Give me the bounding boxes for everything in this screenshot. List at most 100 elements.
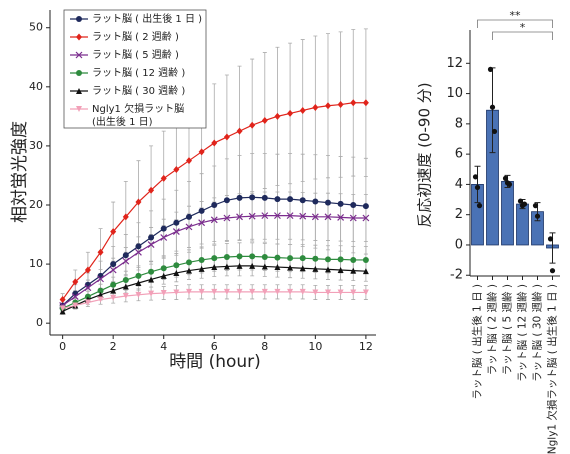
data-point	[362, 268, 369, 275]
data-point	[324, 102, 331, 110]
data-point	[97, 287, 104, 294]
y-tick-label: 10	[29, 257, 43, 270]
data-point	[198, 288, 205, 295]
data-point	[148, 268, 155, 275]
data-point	[350, 289, 357, 296]
data-point	[198, 148, 205, 156]
data-point	[71, 293, 79, 301]
data-point	[274, 112, 281, 120]
data-point	[287, 196, 294, 203]
y-tick-label: 50	[29, 21, 43, 34]
legend-marker	[76, 88, 82, 94]
data-point	[147, 241, 155, 249]
data-point	[521, 201, 528, 207]
data-point	[135, 198, 142, 206]
data-point	[324, 213, 332, 221]
y-tick-label: 10	[446, 86, 463, 101]
data-point	[173, 289, 180, 296]
x-tick-label: 10	[308, 340, 322, 353]
data-point	[287, 109, 294, 117]
data-point	[211, 202, 218, 208]
data-point	[122, 283, 129, 290]
data-point	[261, 194, 268, 201]
x-tick-label: 12	[359, 340, 373, 353]
x-tick-label: ラット脳 ( 2 週齢 )	[486, 284, 499, 375]
data-point	[350, 99, 357, 107]
y-tick-label: -2	[450, 268, 463, 283]
data-point	[474, 184, 481, 191]
data-point	[97, 296, 104, 303]
data-point	[532, 203, 539, 209]
data-point	[299, 255, 306, 262]
data-point	[97, 248, 104, 256]
data-point	[324, 266, 331, 273]
data-point	[506, 181, 513, 188]
data-point	[287, 255, 294, 262]
y-tick-label: 12	[446, 56, 463, 71]
bar	[516, 203, 529, 246]
data-point	[274, 264, 281, 271]
data-point	[173, 166, 180, 174]
y-tick-label: 6	[455, 147, 463, 162]
data-point	[148, 290, 155, 297]
data-point	[172, 228, 180, 236]
data-point	[84, 284, 92, 292]
data-point	[337, 200, 344, 207]
data-point	[350, 267, 357, 274]
data-point	[97, 291, 104, 298]
data-point	[287, 264, 294, 271]
data-point	[350, 202, 357, 208]
data-point	[337, 101, 344, 109]
data-point	[211, 255, 218, 262]
legend-label: ラット脳 ( 出生後 1 日 )	[92, 12, 202, 25]
data-point	[312, 104, 319, 111]
data-point	[249, 194, 256, 201]
legend-label: Ngly1 欠損ラット脳(出生後 1 日)	[92, 102, 184, 128]
data-point	[110, 294, 117, 301]
data-point	[185, 213, 192, 220]
data-point	[517, 198, 524, 204]
data-point	[362, 256, 369, 263]
legend-marker	[76, 16, 82, 22]
y-tick-label: 8	[455, 116, 463, 131]
data-point	[173, 219, 180, 226]
y-tick-label: 0	[455, 237, 463, 252]
data-point	[122, 293, 129, 299]
x-tick-label: Ngly1 欠損ラット脳 ( 出生後 1 日 )	[546, 284, 559, 454]
y-axis-label: 反応初速度 (0-90 分)	[416, 82, 434, 227]
y-axis-label: 相対蛍光強度	[10, 121, 30, 223]
significance-label: **	[510, 9, 522, 22]
bar	[501, 180, 514, 246]
data-point	[261, 117, 268, 124]
data-point	[223, 288, 230, 295]
data-point	[274, 254, 281, 261]
data-point	[236, 213, 243, 221]
data-point	[236, 194, 243, 201]
data-point	[362, 214, 370, 222]
data-point	[135, 272, 142, 279]
data-point	[349, 214, 357, 222]
data-point	[362, 203, 369, 210]
x-tick-label: ラット脳 ( 出生後 1 日 )	[471, 284, 484, 400]
legend-label: ラット脳 ( 12 週齢 )	[92, 66, 185, 79]
y-tick-label: 0	[36, 316, 43, 329]
data-point	[261, 212, 269, 220]
data-point	[59, 305, 66, 312]
data-point	[362, 99, 369, 107]
significance-bracket	[477, 19, 553, 28]
data-point	[502, 175, 509, 181]
data-point	[110, 281, 117, 288]
legend-label: ラット脳 ( 2 週齢 )	[92, 30, 179, 43]
data-point	[211, 139, 218, 147]
data-point	[487, 66, 494, 72]
data-point	[160, 174, 167, 182]
y-tick-label: 2	[455, 207, 463, 222]
data-point	[534, 213, 541, 219]
data-point	[337, 213, 345, 221]
data-point	[299, 212, 307, 220]
data-point	[299, 197, 306, 204]
data-point	[223, 214, 231, 222]
data-point	[362, 289, 369, 296]
data-point	[312, 265, 319, 272]
